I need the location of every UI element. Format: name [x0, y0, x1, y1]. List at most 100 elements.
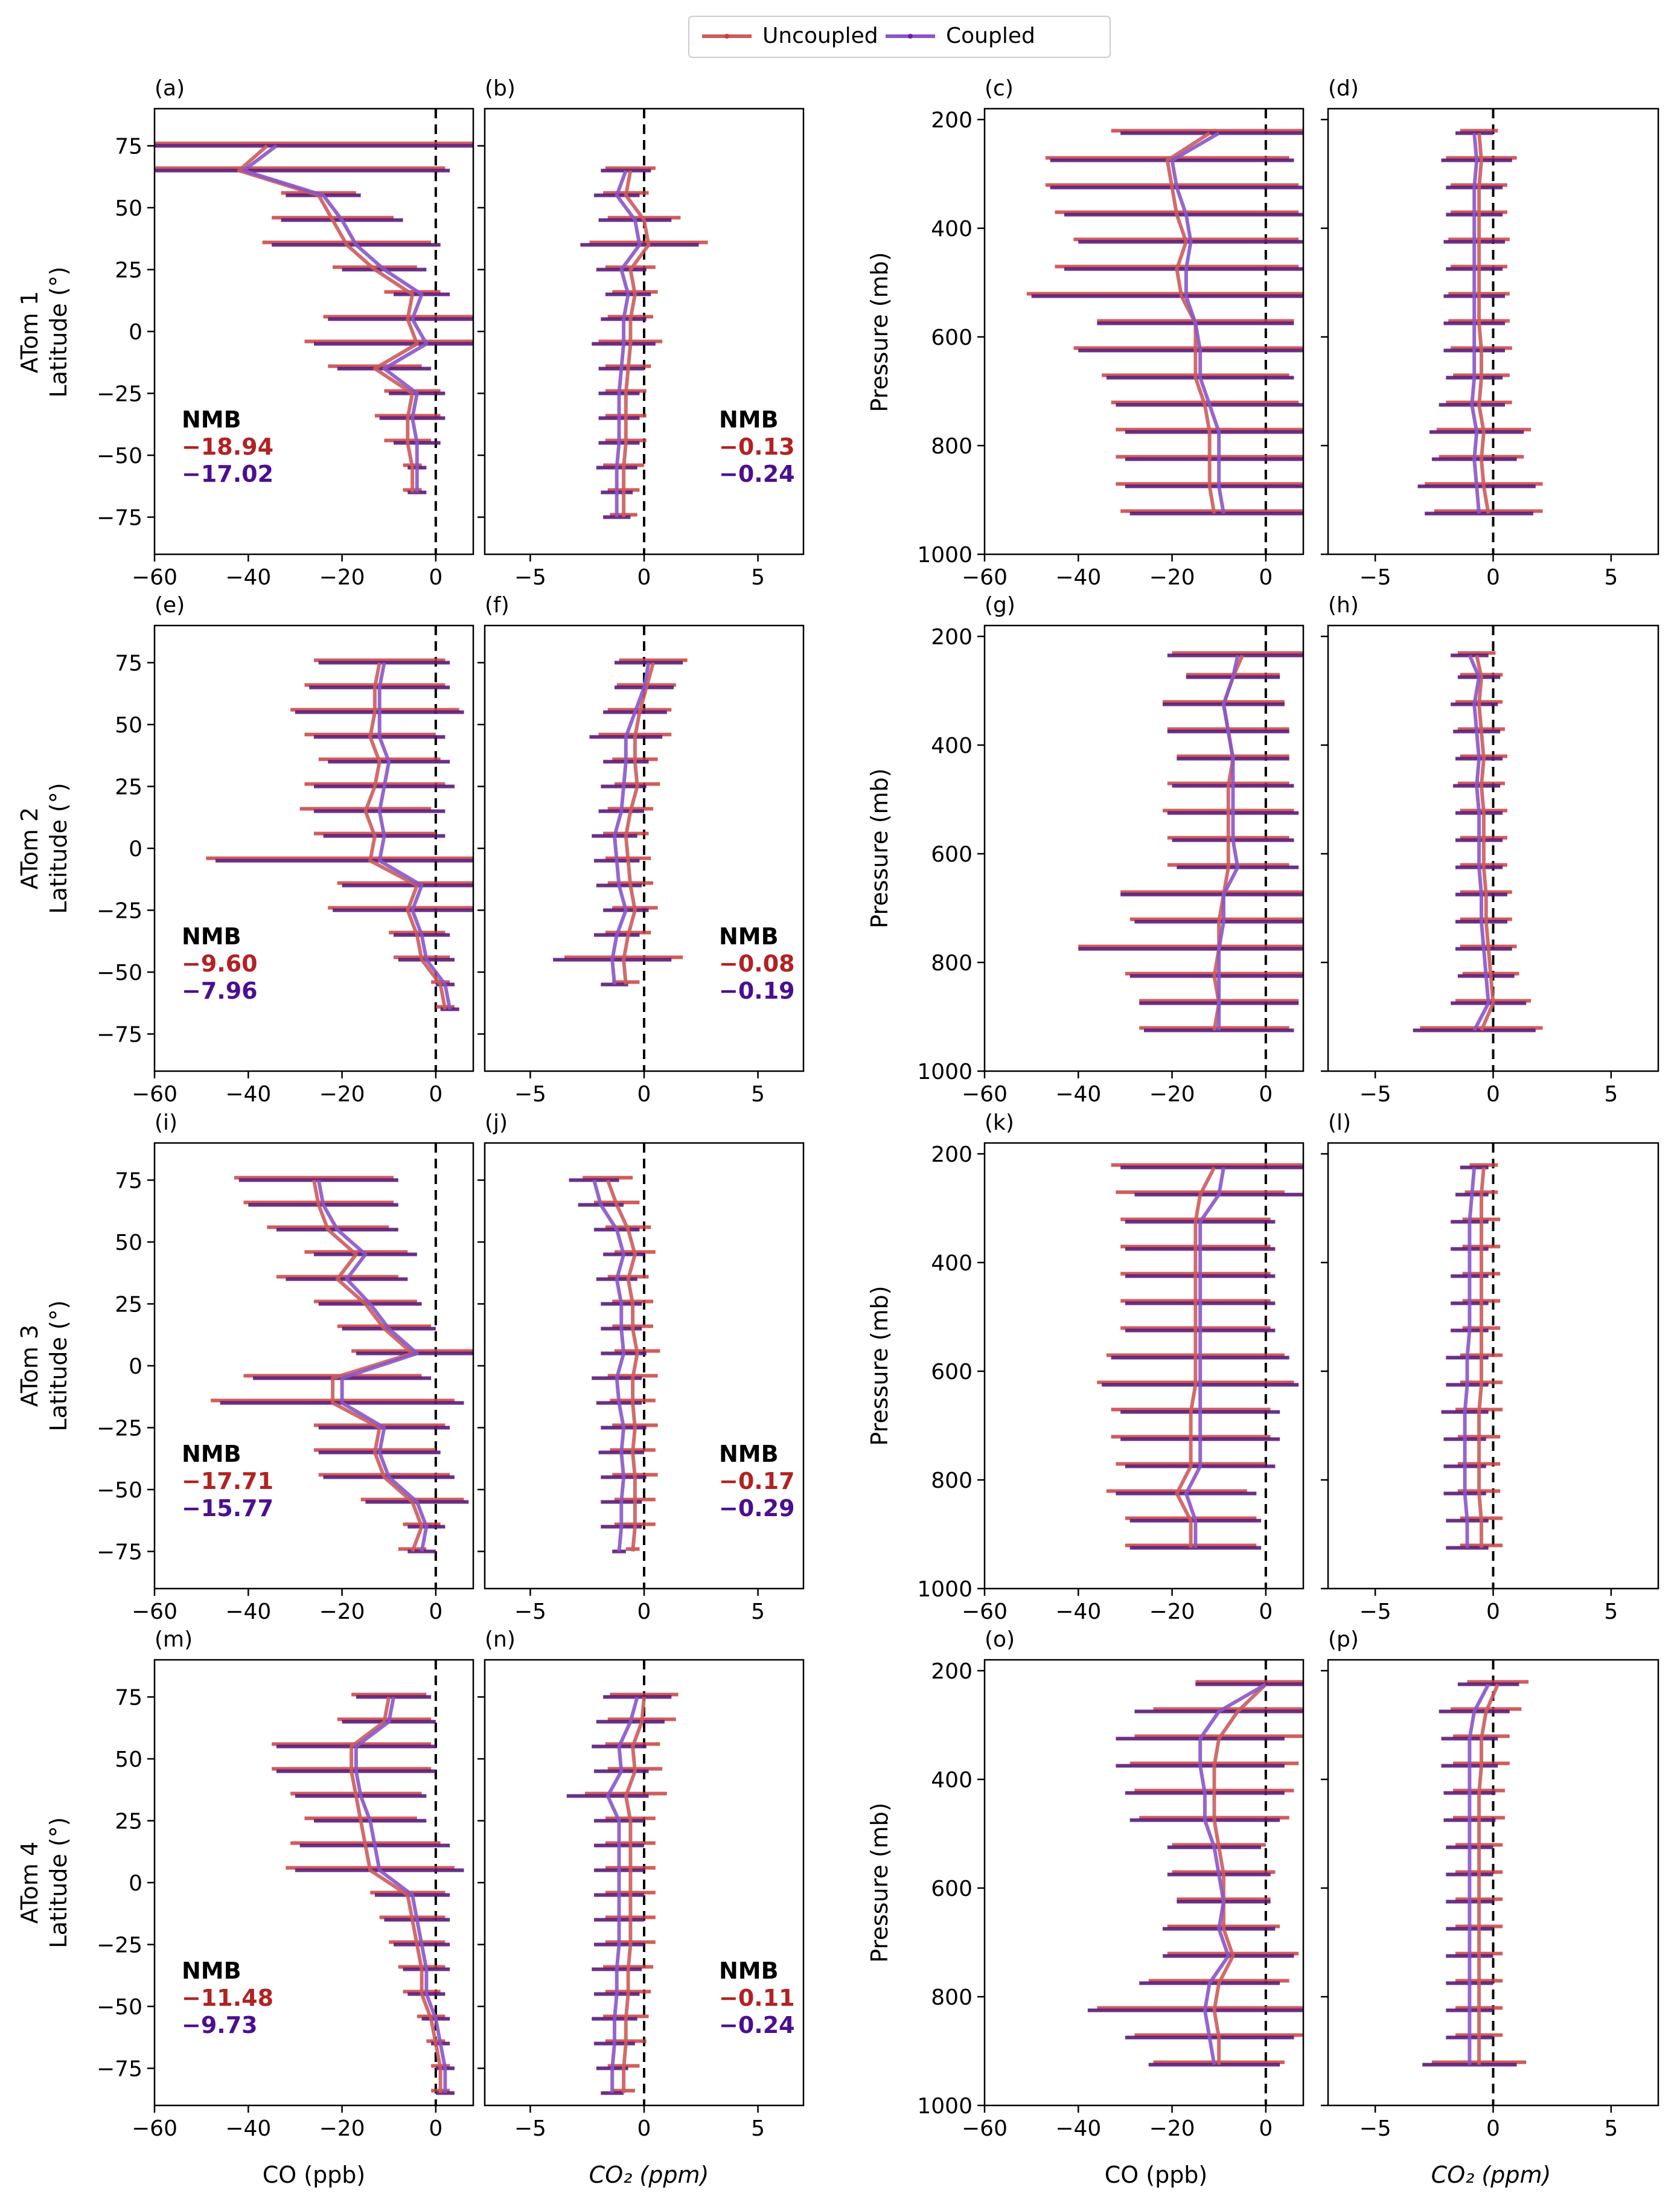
panel-a-ytick-label: −25	[97, 382, 142, 407]
panel-b: −5 0 5 (b) NMB−0.13−0.24	[477, 76, 805, 590]
panel-a-ytick-label: −75	[97, 506, 142, 531]
panel-f-xtick-label: 5	[751, 1082, 765, 1107]
legend-coupled-marker	[908, 34, 913, 39]
panel-i-ytick-label: 25	[115, 1293, 142, 1317]
panel-n-plot	[566, 1660, 679, 2105]
panel-e-xtick-label: −20	[319, 1082, 365, 1107]
panel-i-xtick-label: −20	[319, 1599, 365, 1624]
panel-k-letter: (k)	[985, 1110, 1014, 1135]
panel-m-xtick-label: −40	[225, 2116, 271, 2141]
panel-c-xtick-label: −20	[1149, 565, 1195, 590]
legend-uncoupled-marker	[724, 34, 729, 39]
panel-a-xtick-label: −20	[319, 565, 365, 590]
panel-c: −60 −40 −20 0 200 400 600 800 1000 (c)	[917, 76, 1305, 590]
panel-a: −60 −40 −20 0 75 50 25 0 −25 −50 −75 (a) NMB−18.94−1…	[97, 76, 474, 590]
panel-f: −5 0 5 (f) NMB−0.08−0.19	[477, 593, 805, 1107]
panel-o-letter: (o)	[985, 1627, 1015, 1652]
panel-i-ytick-label: −50	[97, 1478, 142, 1503]
panel-m-series-uncoupled	[350, 1696, 442, 2093]
panel-f-nmb-uncoupled: −0.08	[719, 950, 795, 977]
panel-o-xtick-label: 0	[1259, 2116, 1273, 2141]
panel-o-xtick-label: −20	[1149, 2116, 1195, 2141]
panel-d-xtick-label: 5	[1604, 565, 1618, 590]
panel-l-series-coupled	[1463, 1167, 1477, 1548]
panel-e-nmb-title: NMB	[182, 923, 241, 950]
row-label-4: ATom 4 Latitude (°)	[16, 1817, 72, 1948]
panel-n-xtick-label: 5	[751, 2116, 765, 2141]
panel-o: −60 −40 −20 0 200 400 600 800 1000 (o)	[917, 1627, 1305, 2141]
panel-k-ytick-label: 1000	[917, 1577, 973, 1602]
panel-a-plot	[155, 109, 473, 554]
panel-k: −60 −40 −20 0 200 400 600 800 1000 (k)	[917, 1110, 1305, 1624]
panel-m-series-coupled	[354, 1696, 447, 2093]
panel-g-xtick-label: −20	[1149, 1082, 1195, 1107]
panel-i-xtick-label: −40	[225, 1599, 271, 1624]
panel-i-ytick-label: 75	[115, 1169, 142, 1194]
panel-o-series-uncoupled	[1212, 1683, 1267, 2065]
panel-b-series-coupled	[615, 170, 642, 517]
panel-i: −60 −40 −20 0 75 50 25 0 −25 −50 −75 (i) NMB−17.71−1…	[97, 1110, 474, 1624]
panel-p: −5 0 5 (p)	[1321, 1627, 1659, 2141]
panel-f-series-uncoupled	[622, 662, 655, 985]
panel-f-plot	[553, 626, 688, 1071]
panel-i-plot	[211, 1143, 473, 1589]
panel-c-ytick-label: 400	[931, 217, 973, 242]
row-label-3: ATom 3 Latitude (°)	[16, 1300, 72, 1431]
panel-p-series-uncoupled	[1477, 1683, 1500, 2065]
panel-f-nmb-title: NMB	[719, 923, 779, 950]
panel-m-ytick-label: −75	[97, 2057, 142, 2082]
panel-d-letter: (d)	[1328, 76, 1359, 101]
row-label-1-axis: Latitude (°)	[45, 266, 72, 397]
panel-d-xtick-label: 0	[1486, 565, 1500, 590]
panel-n-nmb-title: NMB	[719, 1958, 779, 1984]
panel-a-ytick-label: 25	[115, 258, 142, 283]
panel-c-ytick-label: 800	[931, 434, 973, 459]
panel-e-ytick-label: 25	[115, 775, 142, 800]
panel-m-ytick-label: 50	[115, 1747, 142, 1772]
panel-a-series-uncoupled	[237, 144, 419, 493]
panel-o-ytick-label: 400	[931, 1768, 973, 1793]
panel-o-ytick-label: 600	[931, 1877, 973, 1901]
panel-l: −5 0 5 (l)	[1321, 1110, 1659, 1624]
panel-c-xtick-label: −40	[1055, 565, 1101, 590]
panel-j-letter: (j)	[485, 1110, 508, 1135]
panel-j-nmb-uncoupled: −0.17	[719, 1468, 795, 1494]
panel-c-frame	[983, 107, 1305, 555]
panel-e-nmb-uncoupled: −9.60	[182, 950, 258, 977]
panel-n-nmb-uncoupled: −0.11	[719, 1985, 795, 2011]
panel-k-xtick-label: −40	[1055, 1599, 1101, 1624]
panel-o-ytick-label: 1000	[917, 2094, 973, 2119]
panel-a-ytick-label: 75	[115, 135, 142, 159]
panel-h: −5 0 5 (h)	[1321, 593, 1659, 1107]
panel-j-xtick-label: −5	[514, 1599, 546, 1624]
panel-e-ytick-label: −50	[97, 961, 142, 985]
panel-j-xtick-label: 5	[751, 1599, 765, 1624]
panel-b-xtick-label: 5	[751, 565, 765, 590]
panel-e-xtick-label: 0	[429, 1082, 442, 1107]
panel-f-xtick-label: 0	[637, 1082, 651, 1107]
panel-g-xtick-label: −60	[962, 1082, 1008, 1107]
panel-f-letter: (f)	[485, 593, 509, 618]
panel-o-ytick-label: 800	[931, 1985, 973, 2010]
panel-e-ytick-label: 50	[115, 713, 142, 738]
panel-m-ytick-label: −25	[97, 1933, 142, 1958]
panel-b-nmb-title: NMB	[719, 406, 779, 433]
panel-m-nmb-title: NMB	[182, 1958, 241, 1984]
panel-h-xtick-label: 0	[1486, 1082, 1500, 1107]
panel-c-ytick-label: 200	[931, 108, 973, 133]
panel-n-letter: (n)	[485, 1627, 516, 1652]
panel-c-series-coupled	[1170, 131, 1225, 514]
panel-a-nmb-title: NMB	[182, 406, 241, 433]
panel-c-xtick-label: 0	[1259, 565, 1273, 590]
panel-i-xtick-label: 0	[429, 1599, 442, 1624]
panel-m-ytick-label: 75	[115, 1686, 142, 1711]
panel-h-letter: (h)	[1328, 593, 1359, 618]
panel-g: −60 −40 −20 0 200 400 600 800 1000 (g)	[917, 593, 1305, 1107]
panel-k-frame	[983, 1142, 1305, 1590]
panel-k-ytick-label: 200	[931, 1142, 973, 1167]
panel-l-letter: (l)	[1328, 1110, 1351, 1135]
panel-l-xtick-label: 5	[1604, 1599, 1618, 1624]
panel-b-nmb-uncoupled: −0.13	[719, 434, 795, 460]
panel-f-nmb-coupled: −0.19	[719, 978, 795, 1004]
panel-j-xtick-label: 0	[637, 1599, 651, 1624]
